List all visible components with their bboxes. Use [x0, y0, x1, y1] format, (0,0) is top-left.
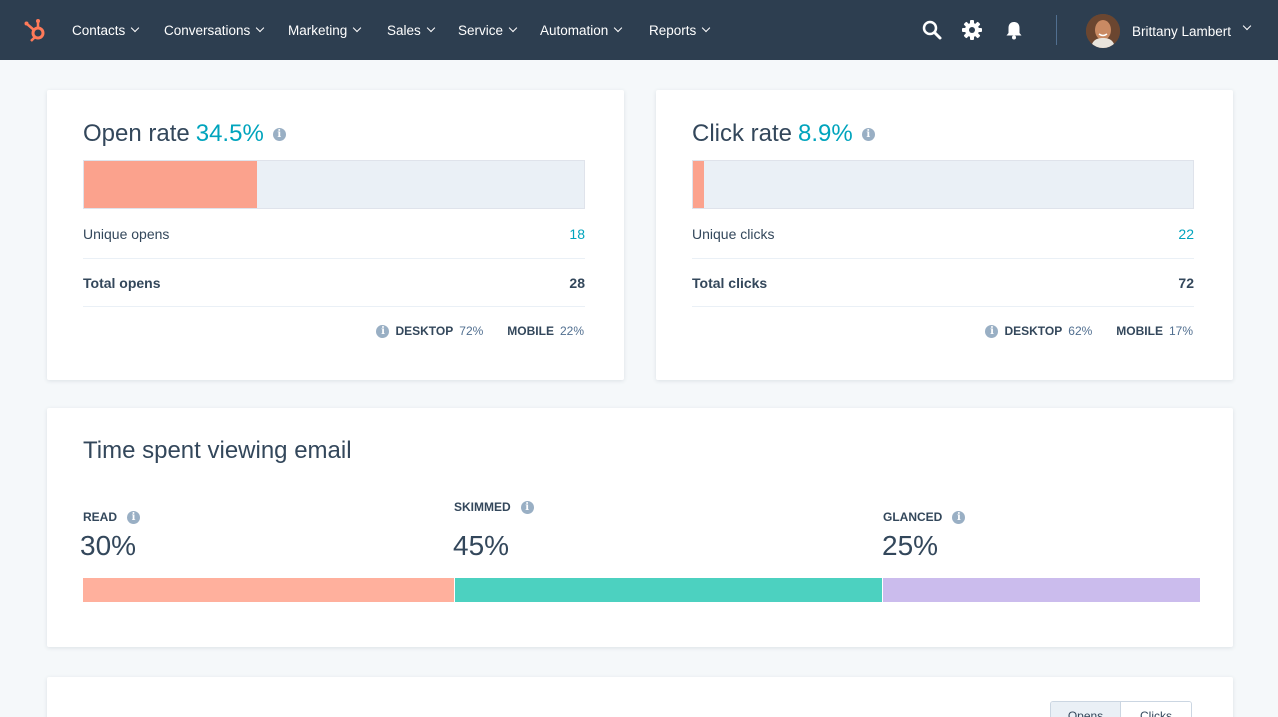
chevron-down-icon [508, 23, 518, 33]
read-label-text: READ [83, 510, 118, 524]
nav-contacts[interactable]: Contacts [72, 0, 140, 60]
desktop-label: DESKTOP [1004, 324, 1063, 338]
chevron-down-icon [614, 23, 623, 33]
read-segment-bar [83, 578, 454, 602]
nav-sales-label: Sales [387, 22, 421, 38]
unique-opens-row: Unique opens 18 [83, 209, 585, 258]
info-icon[interactable]: i [985, 324, 999, 338]
open-rate-title: Open rate 34.5% i [83, 120, 286, 148]
mobile-value: 22% [559, 324, 584, 338]
info-icon[interactable]: i [520, 500, 534, 514]
chevron-down-icon [256, 23, 265, 33]
nav-marketing[interactable]: Marketing [288, 0, 362, 60]
skimmed-label-text: SKIMMED [454, 500, 511, 514]
time-spent-card: Time spent viewing email READ i 30% SKIM… [47, 408, 1233, 647]
open-rate-progress-bar [83, 160, 585, 209]
chevron-down-icon [131, 23, 140, 33]
glanced-label-text: GLANCED [883, 510, 943, 524]
skimmed-label: SKIMMED i [454, 500, 534, 514]
device-breakdown: i DESKTOP 62% MOBILE 17% [985, 324, 1193, 338]
nav-automation-label: Automation [540, 22, 609, 38]
total-opens-value: 28 [569, 274, 585, 291]
click-rate-progress-bar [692, 160, 1194, 209]
nav-reports[interactable]: Reports [649, 0, 711, 60]
info-icon[interactable]: i [272, 127, 286, 141]
tab-clicks[interactable]: Clicks [1121, 702, 1191, 717]
desktop-value: 62% [1068, 324, 1093, 338]
total-opens-row: Total opens 28 [83, 258, 585, 307]
time-spent-title: Time spent viewing email [83, 437, 352, 464]
skimmed-percent: 45% [453, 530, 510, 561]
click-rate-value: 8.9% [798, 120, 853, 147]
click-rate-card: Click rate 8.9% i Unique clicks 22 Total… [656, 90, 1233, 380]
nav-conversations[interactable]: Conversations [164, 0, 265, 60]
glanced-percent: 25% [882, 530, 939, 561]
user-menu[interactable]: Brittany Lambert [1132, 0, 1231, 62]
open-rate-label: Open rate [83, 120, 190, 147]
unique-clicks-row: Unique clicks 22 [692, 209, 1194, 258]
top-navigation: Contacts Conversations Marketing Sales S… [0, 0, 1278, 60]
read-percent: 30% [80, 530, 137, 561]
hubspot-logo-icon[interactable] [23, 17, 49, 43]
click-rate-label: Click rate [692, 120, 793, 147]
info-icon[interactable]: i [861, 127, 875, 141]
gear-icon[interactable] [961, 19, 983, 41]
total-clicks-label: Total clicks [692, 274, 768, 291]
open-rate-value: 34.5% [195, 120, 264, 147]
nav-divider [1056, 15, 1057, 45]
tab-opens[interactable]: Opens [1051, 702, 1121, 717]
avatar-image [1086, 14, 1120, 48]
info-icon[interactable]: i [127, 510, 141, 524]
click-rate-title: Click rate 8.9% i [692, 120, 875, 148]
device-breakdown: i DESKTOP 72% MOBILE 22% [376, 324, 584, 338]
bell-icon[interactable] [1003, 19, 1025, 41]
glanced-label: GLANCED i [883, 510, 966, 524]
nav-automation[interactable]: Automation [540, 0, 623, 60]
total-opens-label: Total opens [83, 274, 161, 291]
read-label: READ i [83, 510, 141, 524]
nav-reports-label: Reports [649, 22, 697, 38]
click-rate-progress-fill [693, 161, 704, 208]
glanced-segment-bar [883, 578, 1200, 602]
total-clicks-value: 72 [1178, 274, 1194, 291]
opens-clicks-card [47, 677, 1233, 717]
open-rate-card: Open rate 34.5% i Unique opens 18 Total … [47, 90, 624, 380]
total-clicks-row: Total clicks 72 [692, 258, 1194, 307]
chevron-down-icon [702, 23, 711, 33]
user-name: Brittany Lambert [1132, 23, 1232, 39]
nav-service[interactable]: Service [458, 0, 518, 60]
opens-clicks-tabs: Opens Clicks [1050, 701, 1192, 717]
desktop-value: 72% [459, 324, 484, 338]
nav-marketing-label: Marketing [288, 22, 348, 38]
unique-opens-value[interactable]: 18 [569, 225, 585, 242]
mobile-label: MOBILE [507, 324, 554, 338]
nav-contacts-label: Contacts [72, 22, 126, 38]
info-icon[interactable]: i [952, 510, 966, 524]
unique-clicks-value[interactable]: 22 [1178, 225, 1194, 242]
chevron-down-icon [426, 23, 436, 33]
unique-opens-label: Unique opens [83, 225, 170, 242]
desktop-label: DESKTOP [395, 324, 454, 338]
mobile-label: MOBILE [1116, 324, 1163, 338]
nav-service-label: Service [458, 22, 504, 38]
nav-sales[interactable]: Sales [387, 0, 436, 60]
chevron-down-icon [353, 23, 362, 33]
avatar[interactable] [1086, 14, 1120, 48]
chevron-down-icon[interactable] [1242, 21, 1252, 31]
nav-conversations-label: Conversations [164, 22, 251, 38]
mobile-value: 17% [1168, 324, 1193, 338]
unique-clicks-label: Unique clicks [692, 225, 775, 242]
skimmed-segment-bar [455, 578, 882, 602]
search-icon[interactable] [921, 19, 943, 41]
open-rate-progress-fill [84, 161, 257, 208]
info-icon[interactable]: i [376, 324, 390, 338]
